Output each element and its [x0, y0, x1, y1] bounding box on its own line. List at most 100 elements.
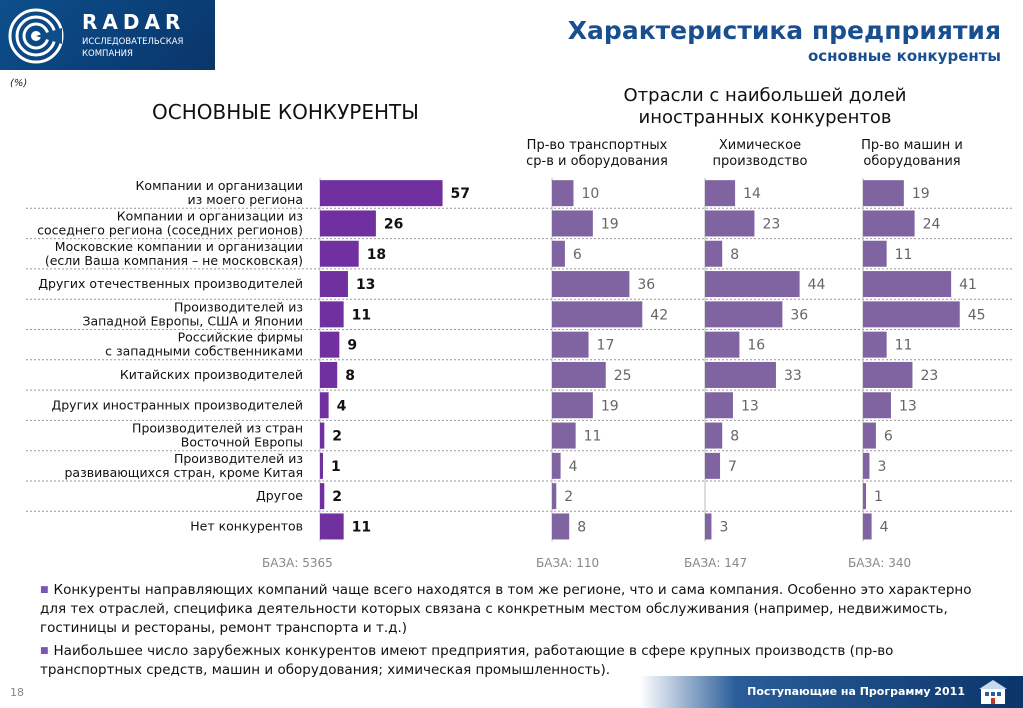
bar	[863, 210, 915, 237]
bar	[863, 392, 891, 419]
data-label: 8	[577, 519, 586, 535]
data-label: 1	[331, 459, 341, 475]
bar	[705, 392, 733, 419]
radar-logo-icon	[8, 8, 64, 64]
data-label: 13	[356, 277, 375, 293]
bar	[552, 392, 593, 419]
bar	[863, 180, 904, 207]
bar	[552, 271, 630, 298]
data-label: 45	[968, 307, 986, 323]
bar	[320, 483, 325, 510]
bar	[320, 180, 443, 207]
category-label: Других отечественных производителей	[38, 276, 303, 291]
bullet-icon: ■	[40, 585, 49, 595]
data-label: 2	[564, 489, 573, 505]
data-label: 16	[747, 338, 765, 354]
data-label: 9	[347, 338, 357, 354]
data-label: 19	[601, 398, 619, 414]
bar	[705, 240, 723, 267]
bar	[320, 301, 344, 328]
data-label: 19	[601, 216, 619, 232]
category-label: Производителей из Западной Европы, США и …	[82, 299, 303, 328]
note-1-text: Конкуренты направляющих компаний чаще вс…	[40, 582, 972, 636]
logo-name: RADAR	[82, 10, 186, 34]
base-label: БАЗА: 110	[536, 556, 599, 570]
data-label: 10	[582, 186, 600, 202]
data-label: 8	[730, 247, 739, 263]
bar	[863, 483, 866, 510]
bar	[705, 452, 721, 479]
bar	[863, 361, 913, 388]
base-label: БАЗА: 147	[684, 556, 747, 570]
data-label: 11	[895, 247, 913, 263]
note-2: ■ Наибольшее число зарубежных конкурентов…	[40, 642, 995, 680]
bar	[552, 452, 561, 479]
bar	[320, 240, 359, 267]
series-header: Пр-во машин и оборудования	[861, 138, 963, 169]
data-label: 33	[784, 368, 802, 384]
data-label: 44	[808, 277, 826, 293]
data-label: 11	[584, 429, 602, 445]
base-label: БАЗА: 340	[848, 556, 911, 570]
data-label: 2	[332, 489, 342, 505]
data-label: 41	[959, 277, 977, 293]
bar	[320, 392, 329, 419]
data-label: 26	[384, 216, 403, 232]
bar	[863, 240, 887, 267]
bar	[320, 361, 338, 388]
category-label: Другое	[256, 488, 303, 503]
data-label: 3	[719, 519, 728, 535]
data-label: 36	[790, 307, 808, 323]
data-label: 6	[884, 429, 893, 445]
series-header: Химическое производство	[712, 138, 808, 169]
page-number: 18	[10, 686, 24, 699]
bar	[863, 271, 952, 298]
category-label: Производителей из стран Восточной Европы	[132, 421, 303, 450]
data-label: 23	[762, 216, 780, 232]
data-label: 11	[895, 338, 913, 354]
bar	[320, 422, 325, 449]
bar	[705, 271, 800, 298]
bar	[552, 331, 589, 358]
data-label: 6	[573, 247, 582, 263]
industries-title: Отрасли с наибольшей долей иностранных к…	[623, 85, 907, 128]
series-header: Пр-во транспортных ср-в и оборудования	[526, 138, 668, 169]
category-label: Производителей из развивающихся стран, кр…	[65, 451, 304, 480]
data-label: 17	[597, 338, 615, 354]
data-label: 23	[920, 368, 938, 384]
category-label: Других иностранных производителей	[51, 397, 303, 412]
bar	[863, 301, 960, 328]
data-label: 57	[451, 186, 470, 202]
bar	[552, 240, 565, 267]
base-label: БАЗА: 5365	[262, 556, 333, 570]
bar	[705, 422, 723, 449]
bar	[320, 452, 323, 479]
data-label: 25	[614, 368, 632, 384]
data-label: 36	[637, 277, 655, 293]
bar	[705, 180, 736, 207]
unit-label: (%)	[10, 78, 28, 89]
data-label: 13	[741, 398, 759, 414]
bar	[705, 513, 712, 540]
bar	[320, 271, 348, 298]
bar	[320, 513, 344, 540]
data-label: 8	[345, 368, 355, 384]
category-label: Нет конкурентов	[190, 518, 303, 533]
data-label: 42	[650, 307, 668, 323]
data-label: 14	[743, 186, 761, 202]
competitors-title: ОСНОВНЫЕ КОНКУРЕНТЫ	[152, 100, 419, 124]
bar	[552, 422, 576, 449]
bar	[705, 210, 755, 237]
bar	[552, 210, 593, 237]
category-label: Московские компании и организации (если В…	[45, 239, 303, 268]
bar	[552, 361, 606, 388]
bar	[705, 301, 783, 328]
bar	[552, 180, 574, 207]
note-2-text: Наибольшее число зарубежных конкурентов …	[40, 643, 894, 678]
competitors-chart: Компании и организации из моего регионаКо…	[26, 178, 1012, 570]
bar	[705, 361, 776, 388]
data-label: 19	[912, 186, 930, 202]
bar	[863, 422, 876, 449]
data-label: 2	[332, 429, 342, 445]
bar	[552, 301, 643, 328]
